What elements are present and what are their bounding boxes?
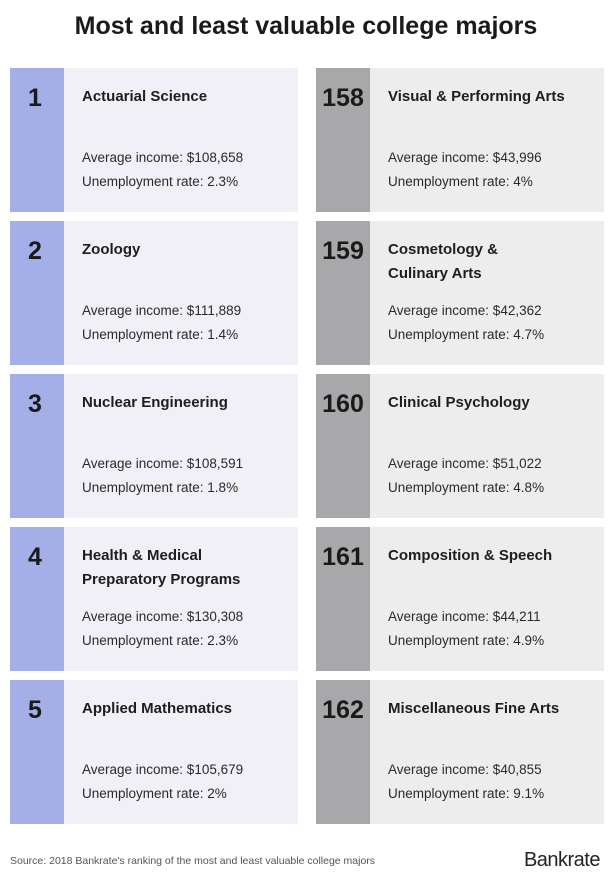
major-name: Nuclear Engineering [82,391,228,415]
unemployment-rate: Unemployment rate: 2.3% [82,174,239,189]
major-name-line: Visual & Performing Arts [388,88,565,105]
rank-number: 158 [322,84,364,112]
major-card: 1 Actuarial Science Average income: $108,6… [10,68,298,212]
major-name: Applied Mathematics [82,697,232,721]
major-name-line: Actuarial Science [82,88,208,105]
rank-box: 161 [316,527,370,671]
unemployment-rate: Unemployment rate: 9.1% [388,786,545,801]
major-name-line: Applied Mathematics [82,700,233,717]
major-name: Miscellaneous Fine Arts [388,697,559,721]
average-income: Average income: $42,362 [388,303,542,318]
rank-box: 160 [316,374,370,518]
rank-number: 161 [322,543,364,571]
average-income: Average income: $40,855 [388,762,542,777]
major-name: Health & Medical Preparatory Programs [82,544,240,592]
major-name: Composition & Speech [388,544,552,568]
major-card: 161 Composition & Speech Average income: $… [316,527,604,671]
unemployment-rate: Unemployment rate: 1.8% [82,480,239,495]
average-income: Average income: $105,679 [82,762,244,777]
average-income: Average income: $51,022 [388,456,542,471]
unemployment-rate: Unemployment rate: 4.7% [388,327,545,342]
major-name-line: Miscellaneous Fine Arts [388,700,560,717]
title: Most and least valuable college majors [74,12,538,40]
unemployment-rate: Unemployment rate: 1.4% [82,327,239,342]
major-card: 162 Miscellaneous Fine Arts Average income… [316,680,604,824]
rank-number: 2 [28,237,42,265]
major-card: 158 Visual & Performing Arts Average incom… [316,68,604,212]
rank-box: 4 [10,527,64,671]
rank-box: 3 [10,374,64,518]
major-name-line: Clinical Psychology [388,394,530,411]
major-name-line: Culinary Arts [388,265,482,282]
rank-box: 158 [316,68,370,212]
major-card: 2 Zoology Average income: $111,889 Unemploy… [10,221,298,365]
average-income: Average income: $111,889 [82,303,242,318]
average-income: Average income: $108,658 [82,150,244,165]
major-name-line: Cosmetology & [388,241,499,258]
major-card: 159 Cosmetology & Culinary Arts Average inc… [316,221,604,365]
source: Source: 2018 Bankrate's ranking of the m… [10,855,376,867]
major-name: Zoology [82,238,140,262]
major-card: 3 Nuclear Engineering Average income: $108… [10,374,298,518]
rank-number: 1 [28,84,42,112]
rank-number: 160 [322,390,364,418]
rank-box: 5 [10,680,64,824]
unemployment-rate: Unemployment rate: 2.3% [82,633,239,648]
major-card: 4 Health & Medical Preparatory Programs Ave… [10,527,298,671]
rank-box: 2 [10,221,64,365]
rank-number: 159 [322,237,364,265]
major-name: Clinical Psychology [388,391,530,415]
unemployment-rate: Unemployment rate: 4.9% [388,633,545,648]
rank-number: 5 [28,696,42,724]
unemployment-rate: Unemployment rate: 2% [82,786,227,801]
average-income: Average income: $43,996 [388,150,542,165]
major-name-line: Preparatory Programs [82,571,241,588]
major-name: Visual & Performing Arts [388,85,565,109]
unemployment-rate: Unemployment rate: 4% [388,174,533,189]
rank-number: 162 [322,696,364,724]
major-name: Cosmetology & Culinary Arts [388,238,498,286]
major-name-line: Nuclear Engineering [82,394,228,411]
rank-box: 159 [316,221,370,365]
logo: Bankrate [523,849,601,871]
rank-box: 1 [10,68,64,212]
average-income: Average income: $44,211 [388,609,541,624]
rank-number: 3 [28,390,42,418]
major-card: 160 Clinical Psychology Average income: $5… [316,374,604,518]
average-income: Average income: $108,591 [82,456,244,471]
major-card: 5 Applied Mathematics Average income: $105… [10,680,298,824]
major-name-line: Health & Medical [82,547,203,564]
rank-number: 4 [28,543,42,571]
major-name-line: Composition & Speech [388,547,553,564]
major-name-line: Zoology [82,241,141,258]
rank-box: 162 [316,680,370,824]
average-income: Average income: $130,308 [82,609,244,624]
unemployment-rate: Unemployment rate: 4.8% [388,480,545,495]
major-name: Actuarial Science [82,85,207,109]
